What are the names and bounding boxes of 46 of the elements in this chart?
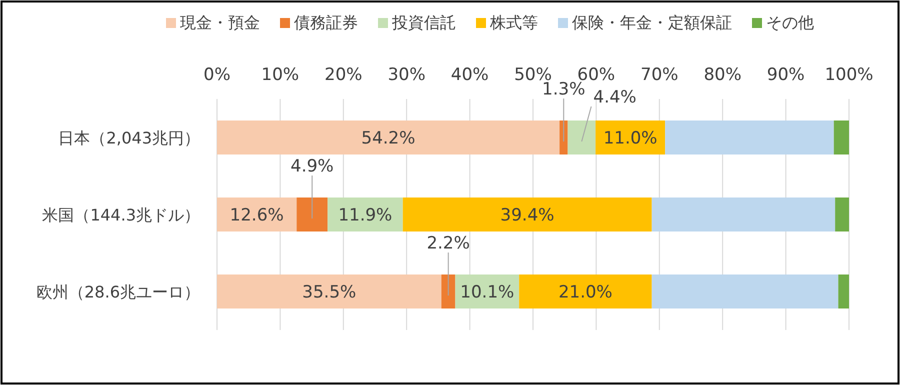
data-label: 2.2% bbox=[426, 234, 470, 254]
x-tick-label: 80% bbox=[704, 65, 742, 85]
bar bbox=[217, 120, 560, 154]
bar bbox=[296, 198, 328, 232]
data-label: 39.4% bbox=[500, 206, 554, 226]
legend-label: 株式等 bbox=[489, 13, 538, 32]
bar bbox=[835, 198, 849, 232]
legend-label: 投資信託 bbox=[391, 13, 456, 32]
bar bbox=[217, 198, 297, 232]
bar bbox=[596, 120, 666, 154]
bar bbox=[402, 198, 652, 232]
x-tick-label: 70% bbox=[640, 65, 678, 85]
bar bbox=[838, 274, 849, 308]
bar bbox=[328, 198, 403, 232]
bar bbox=[665, 120, 834, 154]
y-tick-label: 日本（2,043兆円） bbox=[58, 128, 200, 148]
bar bbox=[568, 120, 596, 154]
legend-label: その他 bbox=[766, 13, 814, 32]
bar bbox=[652, 198, 836, 232]
data-label: 11.9% bbox=[338, 206, 392, 226]
legend-label: 保険・年金・定額保証 bbox=[572, 13, 732, 32]
data-label: 4.9% bbox=[290, 156, 334, 176]
legend-label: 現金・預金 bbox=[180, 13, 260, 32]
x-tick-label: 90% bbox=[766, 65, 805, 85]
bar bbox=[834, 120, 849, 154]
y-tick-label: 欧州（28.6兆ユーロ） bbox=[36, 282, 200, 302]
x-tick-label: 20% bbox=[324, 65, 362, 85]
legend-label: 債務証券 bbox=[294, 13, 358, 32]
bar bbox=[441, 274, 456, 308]
x-tick-label: 10% bbox=[261, 65, 300, 85]
x-tick-label: 100% bbox=[824, 65, 874, 85]
x-tick-label: 30% bbox=[388, 65, 426, 85]
bar bbox=[519, 274, 652, 308]
data-label: 21.0% bbox=[558, 282, 612, 302]
bar bbox=[652, 274, 838, 308]
data-label: 11.0% bbox=[603, 128, 658, 148]
data-label: 10.1% bbox=[460, 282, 514, 302]
x-tick-label: 40% bbox=[450, 65, 489, 85]
bar bbox=[217, 274, 442, 308]
x-tick-label: 0% bbox=[204, 65, 230, 85]
data-label: 12.6% bbox=[230, 206, 284, 226]
bar bbox=[560, 120, 568, 154]
data-label: 35.5% bbox=[302, 282, 356, 302]
y-tick-label: 米国（144.3兆ドル） bbox=[42, 206, 200, 224]
data-label: 54.2% bbox=[361, 128, 416, 148]
data-label: 4.4% bbox=[593, 88, 636, 108]
